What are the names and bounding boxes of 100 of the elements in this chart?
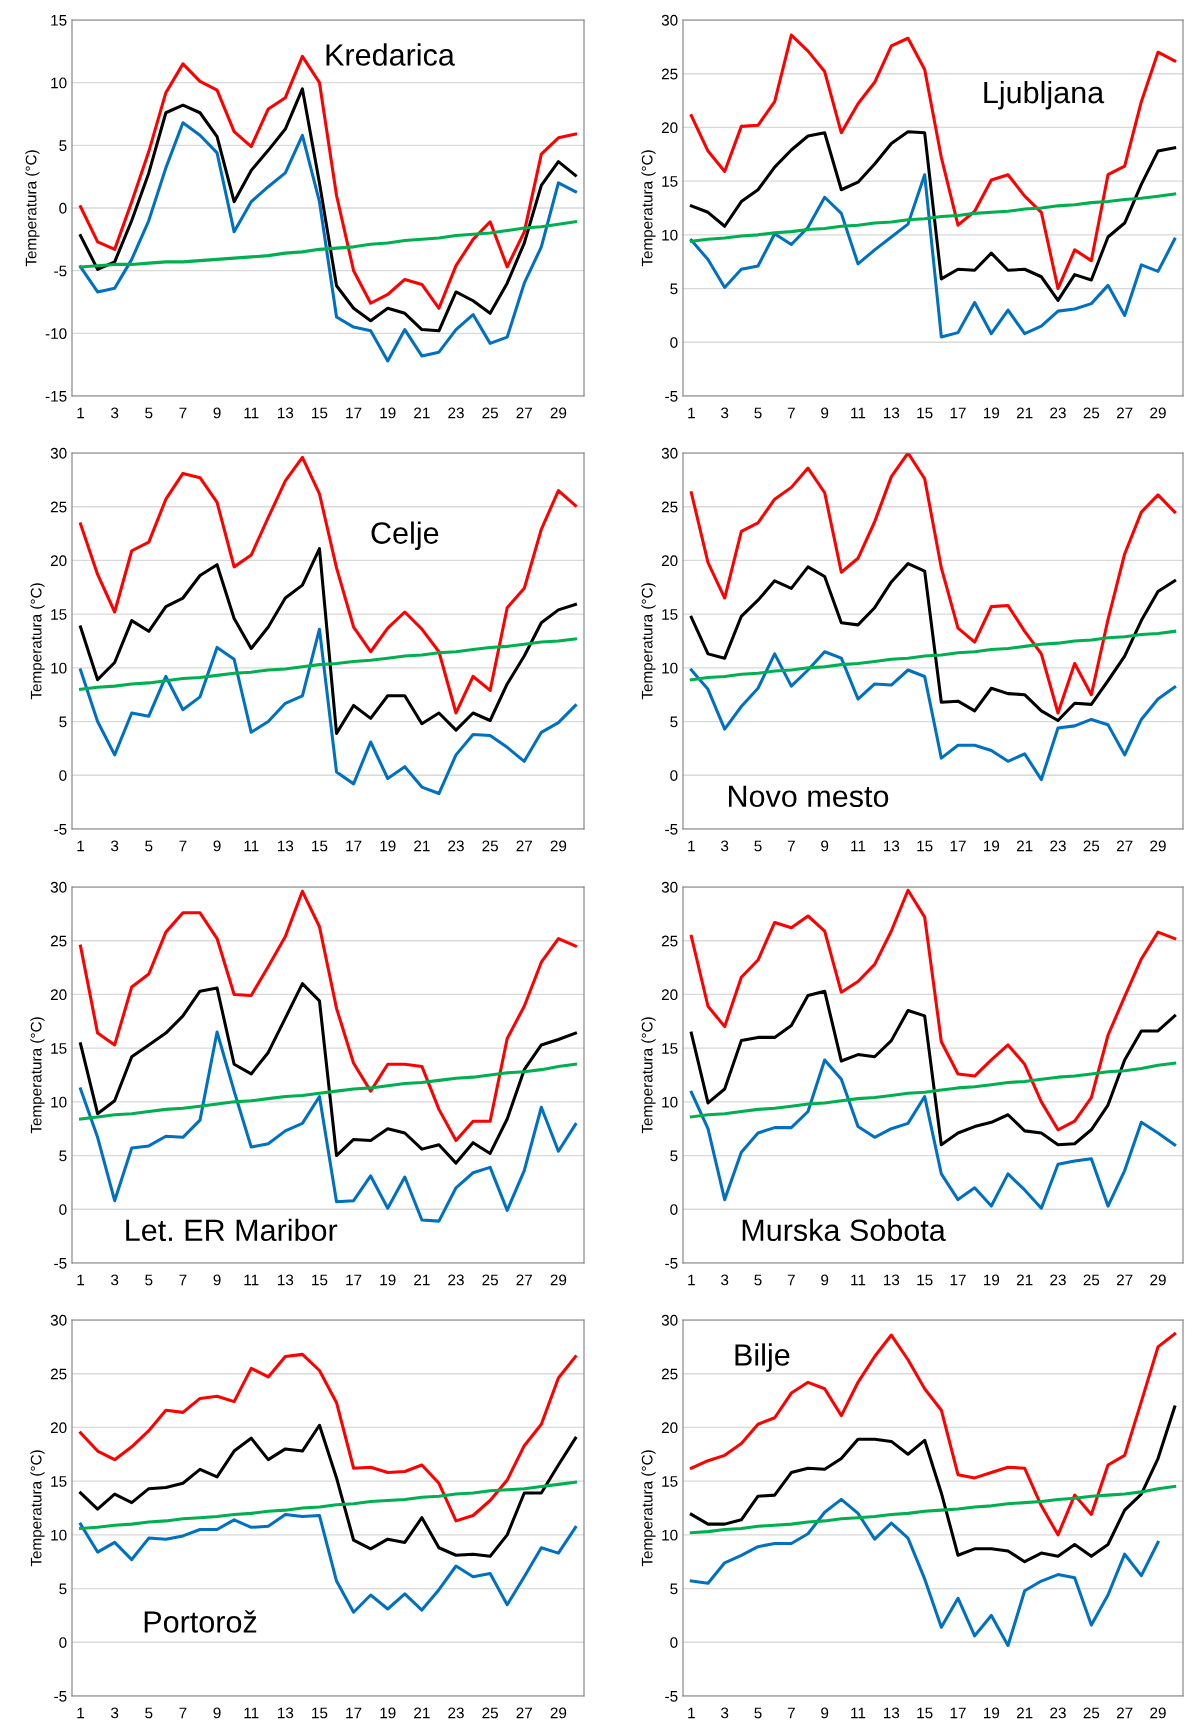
x-tick-label: 29 [1150, 1274, 1166, 1286]
y-tick-label: 0 [59, 770, 67, 781]
y-tick-label: 5 [670, 716, 678, 728]
y-tick-label: -5 [665, 824, 678, 835]
x-tick-label: 19 [984, 1274, 1000, 1286]
x-tick-label: 23 [1050, 407, 1066, 419]
x-tick-label: 29 [550, 407, 567, 419]
x-tick-label: 29 [1150, 840, 1166, 852]
line-series [689, 130, 1177, 302]
x-tick-label: 15 [312, 1274, 328, 1286]
x-tick-label: 7 [787, 840, 795, 852]
x-tick-label: 19 [380, 407, 396, 419]
y-tick-label: 25 [661, 935, 678, 947]
x-tick-label: 1 [77, 1707, 85, 1719]
y-tick-label: 10 [51, 662, 67, 674]
y-tick-label: -15 [45, 391, 67, 402]
x-tick-label: 7 [787, 1707, 795, 1719]
y-tick-label: -5 [665, 391, 678, 402]
x-tick-label: 23 [448, 407, 464, 419]
x-tick-label: 5 [754, 840, 762, 852]
x-tick-label: 11 [244, 1707, 259, 1719]
x-tick-label: 1 [77, 1274, 85, 1286]
x-tick-label: 17 [346, 1707, 362, 1719]
x-tick-label: 27 [516, 1707, 532, 1719]
x-tick-label: 21 [1016, 407, 1033, 419]
y-tick-label: 5 [670, 1150, 678, 1162]
x-tick-label: 23 [1050, 1707, 1066, 1719]
x-tick-label: 5 [754, 1707, 762, 1719]
y-tick-label: 5 [59, 140, 67, 152]
line-series [79, 889, 577, 1143]
x-tick-label: 25 [1083, 1274, 1100, 1286]
x-tick-label: 15 [917, 1707, 933, 1719]
x-tick-label: 13 [278, 1707, 294, 1719]
x-tick-label: 5 [145, 1707, 153, 1719]
x-tick-label: 9 [821, 840, 829, 852]
x-tick-label: 17 [346, 1274, 362, 1286]
x-tick-label: 25 [482, 1707, 498, 1719]
y-tick-label: 10 [51, 1529, 67, 1541]
x-tick-label: 11 [851, 1274, 866, 1286]
x-tick-label: 13 [278, 407, 294, 419]
y-axis-title: Temperatura (°C) [30, 1017, 45, 1134]
y-tick-label: 5 [59, 1150, 67, 1162]
x-tick-label: 21 [414, 1274, 430, 1286]
y-tick-label: 25 [661, 1368, 678, 1380]
x-tick-label: 9 [213, 1274, 221, 1286]
y-tick-label: 30 [50, 1314, 67, 1326]
x-tick-label: 19 [380, 840, 396, 852]
x-tick-label: 23 [1050, 840, 1066, 852]
x-tick-label: 29 [550, 1707, 567, 1719]
x-tick-label: 17 [950, 840, 966, 852]
x-tick-label: 13 [884, 1707, 900, 1719]
y-tick-label: 25 [661, 68, 678, 80]
x-tick-label: 3 [721, 840, 729, 852]
y-tick-label: 20 [661, 1422, 678, 1434]
x-tick-label: 25 [1083, 1707, 1100, 1719]
line-series [689, 453, 1177, 715]
x-tick-label: 27 [516, 1274, 532, 1286]
x-tick-label: 25 [482, 1274, 498, 1286]
text: Bilje [735, 1343, 790, 1372]
x-tick-label: 9 [213, 840, 221, 852]
y-tick-label: -5 [665, 1258, 678, 1269]
x-tick-label: 29 [550, 840, 567, 852]
line-series [79, 637, 577, 691]
x-tick-label: 17 [346, 840, 362, 852]
y-tick-label: 25 [50, 1368, 67, 1380]
x-tick-label: 7 [787, 407, 795, 419]
y-tick-label: 10 [51, 77, 67, 89]
y-tick-label: 25 [50, 935, 67, 947]
line-series [79, 220, 577, 269]
line-series [689, 1497, 1160, 1648]
x-tick-label: 11 [244, 1274, 259, 1286]
x-tick-label: 15 [312, 1707, 328, 1719]
y-tick-label: 30 [661, 14, 678, 26]
x-tick-label: 11 [244, 840, 259, 852]
y-tick-label: 5 [670, 1583, 678, 1595]
y-axis-title: Temperatura (°C) [30, 583, 45, 700]
x-tick-label: 29 [1150, 1707, 1166, 1719]
x-tick-label: 7 [787, 1274, 795, 1286]
x-tick-label: 9 [821, 1707, 829, 1719]
y-tick-label: 10 [662, 229, 678, 241]
y-axis-title: Temperatura (°C) [641, 150, 656, 267]
y-tick-label: 30 [661, 881, 678, 893]
y-tick-label: -10 [45, 328, 67, 340]
x-tick-label: 9 [213, 407, 221, 419]
y-tick-label: 20 [50, 989, 67, 1001]
x-tick-label: 5 [145, 407, 153, 419]
line-series [79, 1423, 577, 1558]
y-tick-label: 30 [50, 881, 67, 893]
x-tick-label: 5 [145, 840, 153, 852]
y-tick-label: 0 [670, 337, 678, 348]
x-tick-label: 21 [1016, 1274, 1033, 1286]
text: Ljubljana [984, 80, 1105, 110]
y-tick-label: 5 [59, 1583, 67, 1595]
x-tick-label: 1 [688, 1707, 695, 1719]
y-tick-label: 25 [661, 501, 678, 513]
y-tick-label: 15 [51, 1043, 67, 1054]
line-series [79, 982, 577, 1165]
line-series [689, 650, 1177, 782]
text: Portorož [144, 1610, 257, 1633]
y-axis-title: Temperatura (°C) [25, 150, 40, 267]
